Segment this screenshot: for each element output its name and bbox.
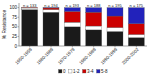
bar-segment: [86, 8, 102, 13]
x-tick-label: 1950-1959: [14, 46, 33, 65]
y-axis: [19, 3, 20, 46]
x-tick-label: 1970-1979: [57, 46, 76, 65]
bar-segment: [64, 8, 80, 12]
legend-label: 5-8: [101, 69, 108, 74]
bar-segment: [86, 30, 102, 46]
y-tick-label: 50: [12, 24, 18, 29]
legend: 0 1-2 3-4 5-8: [58, 69, 108, 74]
bar-segment: [64, 22, 80, 27]
legend-swatch: [58, 70, 62, 74]
bar-segment: [128, 8, 144, 24]
y-tick: [18, 36, 20, 37]
x-axis: [19, 46, 147, 47]
y-tick-label: 0: [14, 44, 17, 49]
legend-swatch: [83, 70, 87, 74]
bar-segment: [128, 34, 144, 37]
y-tick: [18, 7, 20, 8]
x-tick-label: 1980-1989: [78, 46, 97, 65]
bar-segment: [43, 12, 59, 46]
legend-swatch: [97, 70, 101, 74]
bar-segment: [43, 10, 59, 13]
bar-segment: [64, 11, 80, 22]
bar-segment: [128, 24, 144, 35]
bars: [22, 8, 145, 46]
annotation: n = 175: [130, 3, 144, 8]
annotation: n = 188: [87, 3, 101, 8]
x-tick-label: 1960-1969: [36, 46, 55, 65]
bar-segment: [64, 27, 80, 46]
y-tick: [18, 46, 20, 47]
bar-segment: [128, 38, 144, 46]
x-tick-label: 1990-1999: [100, 46, 119, 65]
bar-segment: [22, 10, 38, 46]
y-tick-label: 100: [9, 5, 17, 10]
bar-segment: [107, 16, 123, 28]
legend-label: 3-4: [87, 69, 94, 74]
annotation: n = 133: [23, 3, 37, 8]
bar-segment: [86, 12, 102, 26]
bar-segment: [107, 28, 123, 32]
y-tick-label: 75: [12, 15, 18, 20]
y-axis-label: % Resistance: [2, 10, 7, 40]
bar-segment: [22, 8, 38, 10]
x-tick-label: 2000-2002: [121, 46, 140, 65]
legend-label: 0: [63, 69, 66, 74]
y-tick-label: 25: [12, 34, 18, 39]
bar-segment: [86, 26, 102, 30]
legend-swatch: [68, 70, 72, 74]
legend-label: 1-2: [73, 69, 80, 74]
annotation: n = 195: [108, 3, 122, 8]
y-tick: [18, 17, 20, 18]
bar-segment: [107, 8, 123, 16]
bar-segment: [43, 8, 59, 10]
annotation: n = 194: [44, 3, 58, 8]
annotation: n = 193: [66, 3, 80, 8]
bar-segment: [107, 31, 123, 46]
chart: 0 25 50 75 100% Resistance 1950-19591960-1969…: [0, 0, 150, 75]
y-tick: [18, 26, 20, 27]
